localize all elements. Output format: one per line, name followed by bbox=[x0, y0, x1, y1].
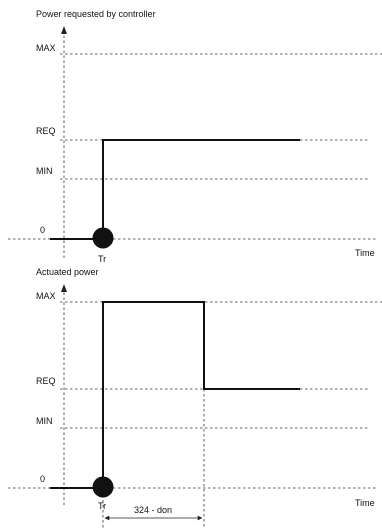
bottom-max-label: MAX bbox=[36, 291, 56, 301]
bottom-min-label: MIN bbox=[36, 416, 53, 426]
bottom-signal-line bbox=[50, 301, 300, 489]
top-max-label: MAX bbox=[36, 43, 56, 53]
interval-label: 324 - don bbox=[134, 505, 172, 515]
bottom-y-axis-arrow bbox=[61, 284, 67, 292]
bottom-plot-title: Actuated power bbox=[36, 267, 99, 277]
bottom-trigger-marker bbox=[92, 476, 114, 498]
top-req-label: REQ bbox=[36, 126, 56, 136]
top-y-axis-arrow bbox=[61, 26, 67, 34]
top-signal-line bbox=[50, 139, 300, 240]
top-time-label: Time bbox=[355, 248, 375, 258]
bottom-time-label: Time bbox=[355, 498, 375, 508]
top-plot-title: Power requested by controller bbox=[36, 9, 156, 19]
top-plot: Power requested by controller MAX REQ MI… bbox=[8, 9, 382, 264]
bottom-plot: Actuated power MAX REQ MIN 0 Tr Time 324… bbox=[8, 267, 382, 528]
top-zero-label: 0 bbox=[40, 225, 45, 235]
bottom-zero-label: 0 bbox=[40, 474, 45, 484]
top-trigger-marker bbox=[92, 227, 114, 249]
bottom-trigger-label: Tr bbox=[98, 501, 106, 511]
top-min-label: MIN bbox=[36, 166, 53, 176]
bottom-req-label: REQ bbox=[36, 376, 56, 386]
top-trigger-label: Tr bbox=[98, 254, 106, 264]
